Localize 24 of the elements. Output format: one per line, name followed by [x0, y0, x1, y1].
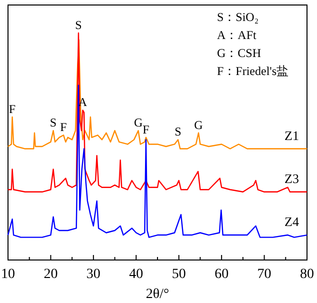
x-tick-label: 60 [214, 266, 229, 282]
annotation: A：AFt [217, 28, 258, 42]
annotation: F [8, 102, 16, 116]
annotation: F [142, 122, 150, 136]
x-tick-label: 10 [1, 266, 15, 282]
annotation: F [60, 120, 68, 134]
annotation: F：Friedel's盐 [217, 64, 288, 78]
x-tick-label: 70 [257, 266, 272, 282]
series-label: Z3 [284, 170, 299, 186]
annotation: G [134, 116, 143, 130]
x-tick-label: 50 [172, 266, 186, 282]
annotation: S [50, 116, 57, 130]
x-tick-label: 30 [86, 266, 100, 282]
annotation: S [75, 18, 82, 32]
annotation: G：CSH [217, 46, 262, 60]
series-label: Z1 [284, 128, 299, 143]
series-label: Z4 [284, 214, 300, 230]
annotation: S [174, 124, 182, 139]
x-axis-title: 2θ/° [146, 287, 170, 302]
x-tick-label: 40 [129, 266, 144, 282]
x-tick-label: 80 [300, 266, 314, 282]
text: S：SiO₂ [217, 10, 259, 24]
x-tick-label: 20 [44, 266, 58, 282]
annotation: G [194, 118, 204, 132]
